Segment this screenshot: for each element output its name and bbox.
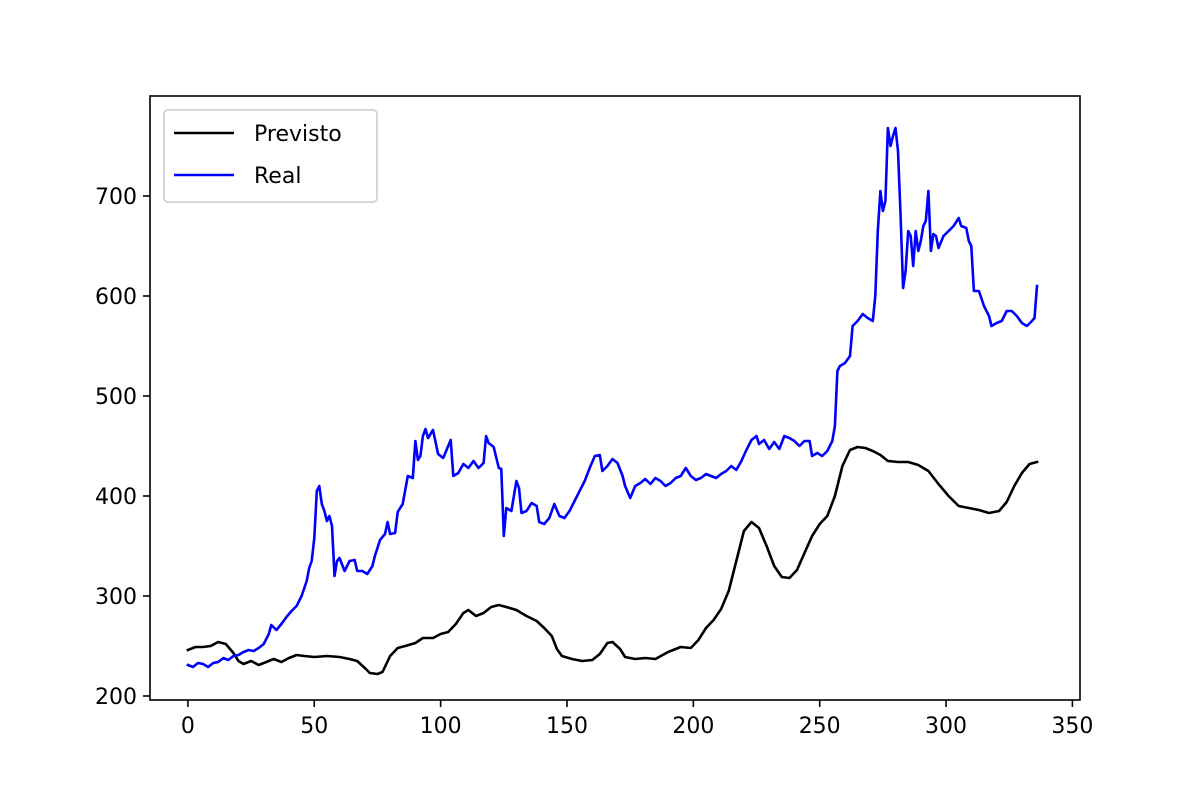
x-tick-label: 300 (925, 714, 967, 739)
legend-label-real: Real (254, 164, 301, 189)
y-tick-label: 200 (95, 685, 137, 710)
y-tick-label: 300 (95, 585, 137, 610)
x-tick-label: 200 (672, 714, 714, 739)
x-tick-label: 50 (300, 714, 328, 739)
plot-frame (149, 95, 1081, 701)
x-tick-label: 100 (420, 714, 462, 739)
y-tick-label: 400 (95, 485, 137, 510)
y-tick-label: 700 (95, 185, 137, 210)
x-axis: 0 50 100 150 200 250 300 350 (181, 700, 1093, 739)
x-tick-label: 150 (546, 714, 588, 739)
legend-label-previsto: Previsto (254, 122, 342, 147)
x-tick-label: 250 (799, 714, 841, 739)
y-tick-label: 600 (95, 285, 137, 310)
y-tick-label: 500 (95, 385, 137, 410)
x-tick-label: 0 (181, 714, 195, 739)
x-tick-label: 350 (1051, 714, 1093, 739)
series-line-real (186, 126, 1039, 669)
legend: Previsto Real (163, 109, 378, 203)
series-line-previsto (186, 445, 1039, 676)
y-axis: 200 300 400 500 600 700 (95, 185, 150, 710)
